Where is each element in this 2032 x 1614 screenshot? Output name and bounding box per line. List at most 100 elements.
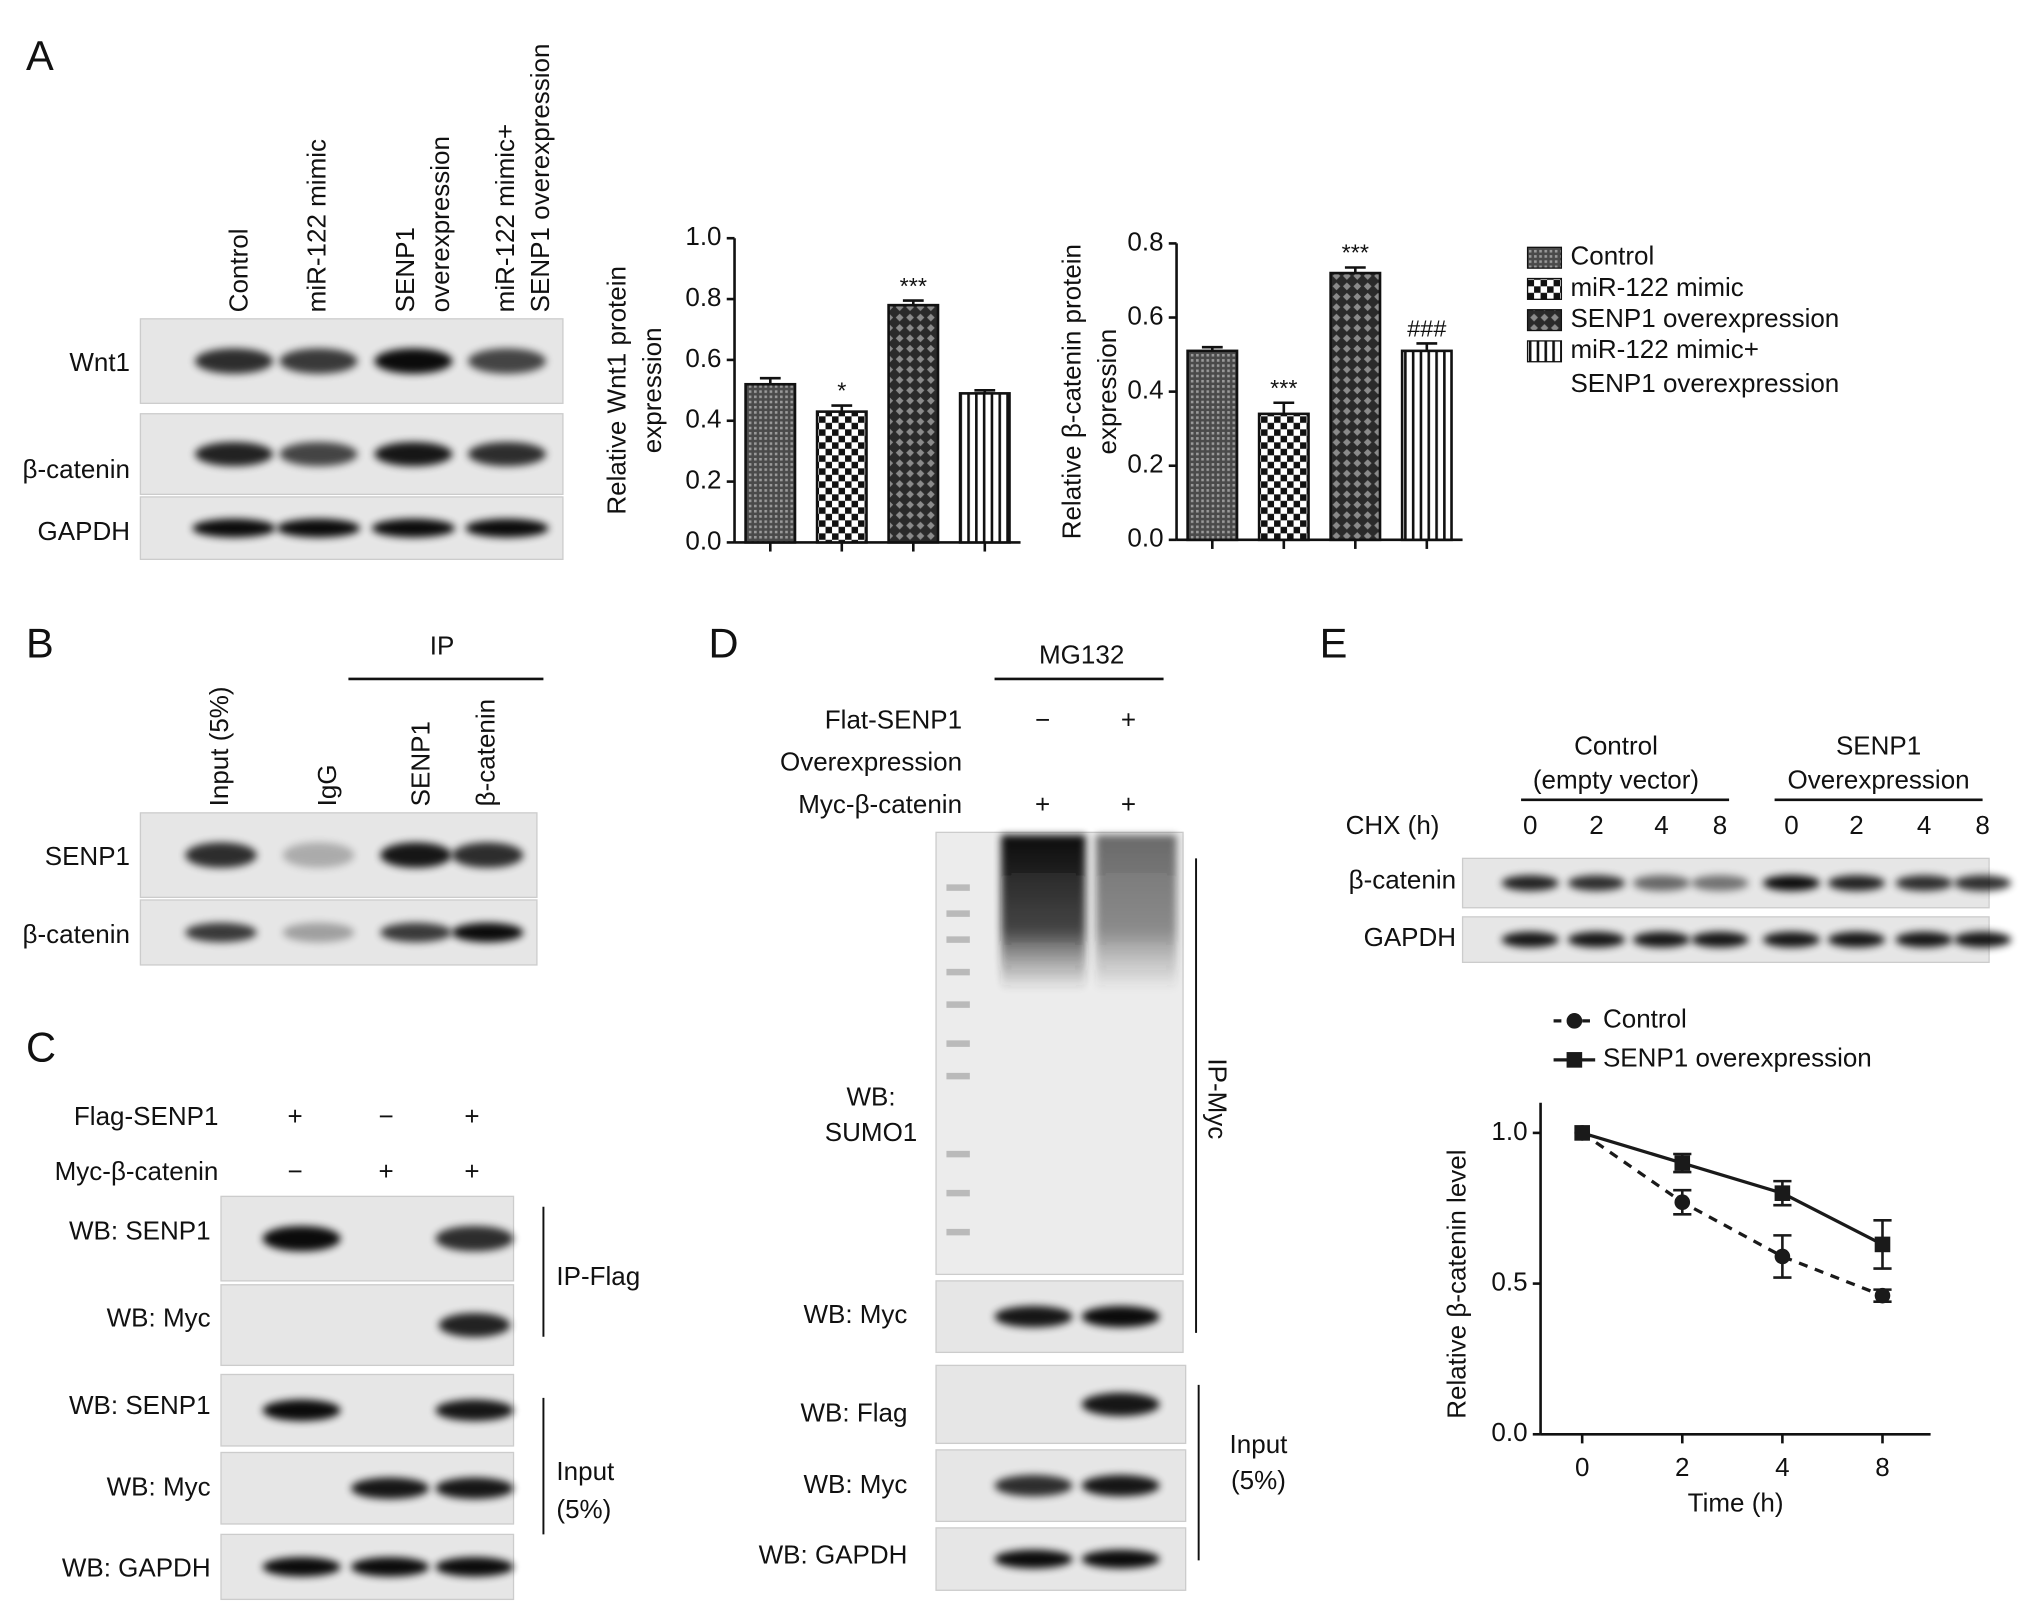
lane-label: miR-122 mimic+ xyxy=(490,124,520,313)
lane-label: SENP1 xyxy=(405,721,435,806)
legend-label: SENP1 overexpression xyxy=(1603,1043,1872,1073)
band xyxy=(1762,875,1821,891)
bracket-label: Input xyxy=(556,1456,615,1486)
group-label: SENP1 xyxy=(1836,731,1921,761)
band xyxy=(279,348,358,374)
bar xyxy=(744,382,797,544)
bracket-label: Input xyxy=(1230,1429,1289,1459)
band xyxy=(438,1312,511,1338)
point xyxy=(1874,1236,1891,1253)
point xyxy=(1674,1155,1691,1171)
band xyxy=(468,441,547,467)
ladder xyxy=(946,1072,970,1080)
lane-label: SENP1 overexpression xyxy=(525,44,555,313)
band xyxy=(1567,875,1626,891)
legend-swatch xyxy=(1526,340,1563,363)
group-label: (empty vector) xyxy=(1533,765,1699,795)
band xyxy=(185,922,257,943)
legend-swatch xyxy=(1526,277,1563,300)
condition-sign: − xyxy=(379,1101,394,1131)
band xyxy=(276,518,361,538)
bar xyxy=(887,303,940,544)
x-axis-label: Time (h) xyxy=(1688,1487,1784,1517)
x-tick-label: 8 xyxy=(1875,1452,1889,1482)
legend-marker xyxy=(1566,1052,1583,1068)
band xyxy=(435,1225,514,1252)
bar xyxy=(1257,412,1310,542)
condition-label: Flag-SENP1 xyxy=(74,1101,219,1131)
condition-sign: + xyxy=(464,1101,479,1131)
group-label: Control xyxy=(1574,731,1658,761)
band xyxy=(195,441,274,467)
timepoint: 2 xyxy=(1849,810,1863,840)
band xyxy=(351,1557,430,1577)
timepoint: 8 xyxy=(1713,810,1727,840)
band xyxy=(1895,931,1953,948)
band xyxy=(994,1549,1073,1569)
significance: *** xyxy=(1270,375,1297,401)
band xyxy=(1762,931,1821,948)
band xyxy=(1953,931,2012,948)
timepoint: 0 xyxy=(1523,810,1537,840)
y-tick-label: 0.4 xyxy=(1127,375,1163,405)
timepoint: 8 xyxy=(1975,810,1989,840)
row-label: β-catenin xyxy=(23,454,130,484)
lane-label: Input (5%) xyxy=(204,686,234,806)
band xyxy=(1081,1474,1160,1497)
error-bar xyxy=(974,389,996,394)
y-tick-label: 1.0 xyxy=(1491,1116,1527,1146)
row-label: SUMO1 xyxy=(825,1117,917,1147)
error-bar xyxy=(1273,401,1295,414)
error-bar xyxy=(1344,266,1366,274)
band xyxy=(435,1399,514,1421)
significance: *** xyxy=(900,273,927,299)
band xyxy=(1827,875,1886,891)
band xyxy=(468,348,547,374)
y-tick-label: 0.8 xyxy=(685,282,721,312)
band xyxy=(994,1305,1073,1328)
point xyxy=(1774,1248,1791,1265)
row-label: WB: GAPDH xyxy=(62,1552,211,1582)
y-tick-label: 0.4 xyxy=(685,404,721,434)
significance: ### xyxy=(1407,316,1446,342)
significance: *** xyxy=(1342,240,1369,266)
legend-label: SENP1 overexpression xyxy=(1570,303,1839,333)
row-label: WB: SENP1 xyxy=(69,1216,211,1246)
band xyxy=(1691,931,1749,948)
band xyxy=(1632,931,1691,948)
condition-label: Overexpression xyxy=(780,746,962,776)
group-label: Overexpression xyxy=(1788,765,1970,795)
band xyxy=(282,922,355,943)
error-bar xyxy=(902,299,924,306)
point xyxy=(1874,1287,1891,1304)
row-label: WB: GAPDH xyxy=(759,1539,908,1569)
condition-sign: + xyxy=(464,1156,479,1186)
band xyxy=(1953,875,2012,891)
band xyxy=(451,842,524,868)
band xyxy=(451,922,524,943)
point xyxy=(1774,1185,1791,1201)
ladder xyxy=(946,884,970,891)
band xyxy=(435,1477,514,1499)
legend-label: Control xyxy=(1570,241,1654,271)
band xyxy=(435,1557,514,1577)
band xyxy=(1501,875,1559,891)
condition-label: Myc-β-catenin xyxy=(798,789,962,819)
smear xyxy=(1095,834,1177,991)
row-label: WB: xyxy=(846,1082,895,1112)
band xyxy=(465,518,549,538)
timepoint: 4 xyxy=(1654,810,1668,840)
band xyxy=(374,348,453,374)
band xyxy=(192,518,276,538)
treatment-label: MG132 xyxy=(1039,640,1124,670)
bracket-label: IP-Flag xyxy=(556,1261,640,1291)
band xyxy=(374,441,453,467)
error-bar xyxy=(759,376,781,385)
condition-sign: − xyxy=(1035,705,1050,735)
timepoint: 2 xyxy=(1589,810,1603,840)
band xyxy=(195,348,274,374)
ladder xyxy=(946,1150,970,1158)
timepoint: 4 xyxy=(1917,810,1931,840)
y-tick-label: 0.0 xyxy=(1127,523,1163,553)
